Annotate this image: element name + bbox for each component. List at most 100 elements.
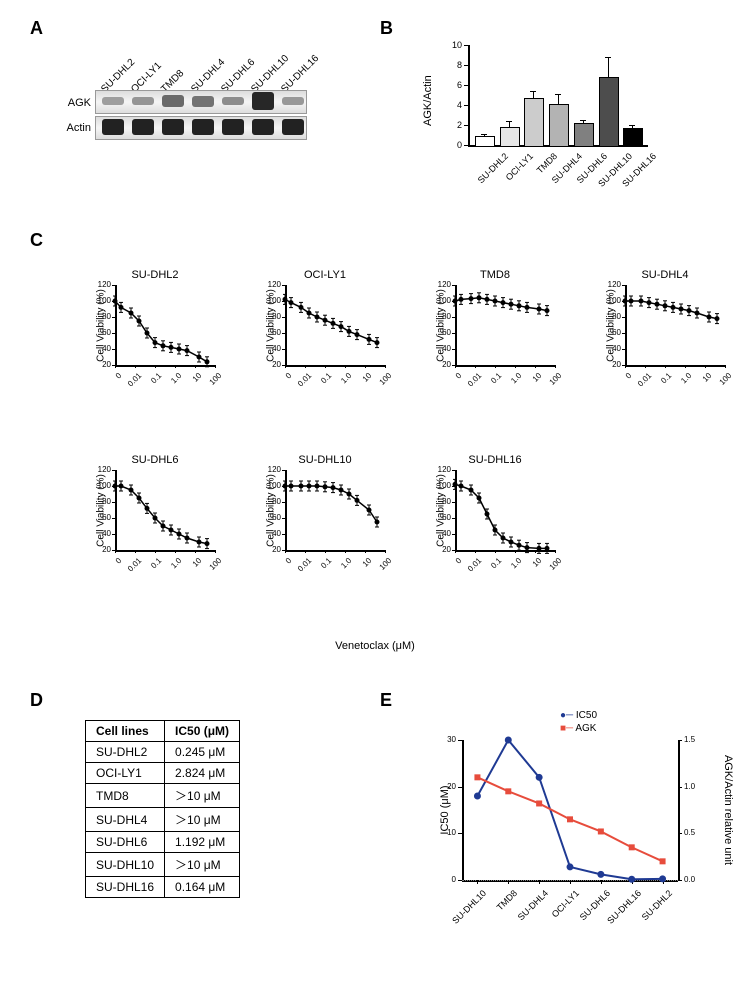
- actin-band: [102, 119, 124, 135]
- xtick: 0.1: [480, 371, 503, 394]
- panel-label-d: D: [30, 690, 43, 711]
- xtick: 100: [200, 371, 223, 394]
- blot-row-actin: Actin: [57, 122, 91, 134]
- table-row: SU-DHL10＞10 μM: [86, 853, 240, 877]
- figure: A SU-DHL2OCI-LY1TMD8SU-DHL4SU-DHL6SU-DHL…: [0, 0, 748, 992]
- y2-title: AGK/Actin relative unit: [722, 750, 734, 870]
- mini-y-title: Cell Viability (%): [606, 286, 617, 366]
- bar: [549, 104, 569, 147]
- table-cell: SU-DHL4: [86, 808, 165, 832]
- xtick: 10: [180, 371, 203, 394]
- table-cell: TMD8: [86, 784, 165, 808]
- curve-svg: [455, 470, 555, 550]
- xtick: 10: [350, 371, 373, 394]
- agk-band: [252, 92, 274, 109]
- table-cell: ＞10 μM: [165, 853, 240, 877]
- agk-band: [102, 97, 124, 105]
- curve-svg: [455, 285, 555, 365]
- table-header-ic50: IC50 (μM): [165, 721, 240, 742]
- dose-response-chart: SU-DHL42040608010012000.010.11.010100Cel…: [595, 285, 735, 395]
- xtick: 10: [350, 556, 373, 579]
- xtick: 0: [270, 556, 293, 579]
- curve-svg: [285, 470, 385, 550]
- xtick: 0.01: [290, 556, 313, 579]
- xtick: 0.1: [650, 371, 673, 394]
- mini-y-title: Cell Viability (%): [436, 471, 447, 551]
- curve-svg: [285, 285, 385, 365]
- xtick: 100: [540, 556, 563, 579]
- table-row: SU-DHL61.192 μM: [86, 832, 240, 853]
- xtick: 100: [370, 371, 393, 394]
- xtick: 1.0: [160, 371, 183, 394]
- bar-ytick: 6: [446, 80, 462, 90]
- xtick: 100: [200, 556, 223, 579]
- bar-ytick: 10: [446, 40, 462, 50]
- blot-row-agk: AGK: [57, 97, 91, 109]
- bar-ytick: 4: [446, 100, 462, 110]
- dose-response-chart: SU-DHL102040608010012000.010.11.010100Ce…: [255, 470, 395, 580]
- table-cell: SU-DHL6: [86, 832, 165, 853]
- bar-chart-agk-actin: AGK/Actin 0246810SU-DHL2OCI-LY1TMD8SU-DH…: [440, 40, 660, 200]
- table-cell: 0.245 μM: [165, 742, 240, 763]
- actin-band: [192, 119, 214, 135]
- agk-band: [282, 97, 304, 105]
- table-cell: SU-DHL2: [86, 742, 165, 763]
- table-header-cell-lines: Cell lines: [86, 721, 165, 742]
- mini-y-title: Cell Viability (%): [266, 286, 277, 366]
- mini-y-title: Cell Viability (%): [436, 286, 447, 366]
- xtick: 10: [520, 371, 543, 394]
- agk-band: [132, 97, 154, 105]
- table-cell: SU-DHL10: [86, 853, 165, 877]
- xtick: 0: [100, 556, 123, 579]
- xtick: 0: [440, 556, 463, 579]
- dose-response-chart: SU-DHL22040608010012000.010.11.010100Cel…: [85, 285, 225, 395]
- xtick: 0: [610, 371, 633, 394]
- xtick: 0: [440, 371, 463, 394]
- xtick: 0.01: [460, 556, 483, 579]
- xtick: 1.0: [500, 371, 523, 394]
- xtick: 10: [520, 556, 543, 579]
- dose-response-chart: SU-DHL162040608010012000.010.11.010100Ce…: [425, 470, 565, 580]
- panel-label-a: A: [30, 18, 43, 39]
- bar-ytick: 0: [446, 140, 462, 150]
- dual-axis-chart: ●─ IC50■─ AGK01020300.00.51.01.5IC50 (μM…: [420, 710, 720, 940]
- table-row: SU-DHL20.245 μM: [86, 742, 240, 763]
- curve-svg: [625, 285, 725, 365]
- xtick: 0.1: [140, 556, 163, 579]
- agk-band: [222, 97, 244, 106]
- actin-band: [252, 119, 274, 135]
- table-cell: SU-DHL16: [86, 877, 165, 898]
- bar-y-title: AGK/Actin: [422, 66, 434, 126]
- xtick: 1.0: [330, 556, 353, 579]
- bar: [500, 127, 520, 147]
- actin-band: [162, 119, 184, 135]
- actin-band: [282, 119, 304, 135]
- venetoclax-x-title: Venetoclax (μM): [250, 640, 500, 652]
- xtick: 0: [100, 371, 123, 394]
- actin-band: [222, 119, 244, 135]
- western-blot: SU-DHL2OCI-LY1TMD8SU-DHL4SU-DHL6SU-DHL10…: [95, 40, 325, 155]
- mini-y-title: Cell Viability (%): [96, 471, 107, 551]
- dose-response-chart: OCI-LY12040608010012000.010.11.010100Cel…: [255, 285, 395, 395]
- table-cell: ＞10 μM: [165, 784, 240, 808]
- curve-svg: [115, 470, 215, 550]
- xtick: 0.1: [310, 371, 333, 394]
- dose-response-chart: TMD82040608010012000.010.11.010100Cell V…: [425, 285, 565, 395]
- xtick: 10: [180, 556, 203, 579]
- mini-y-title: Cell Viability (%): [96, 286, 107, 366]
- bar-ytick: 8: [446, 60, 462, 70]
- bar: [623, 128, 643, 147]
- bar-ytick: 2: [446, 120, 462, 130]
- xtick: 0.01: [120, 371, 143, 394]
- xtick: 1.0: [670, 371, 693, 394]
- xtick: 0.01: [290, 371, 313, 394]
- bar: [524, 98, 544, 147]
- xtick: 0.1: [480, 556, 503, 579]
- xtick: 100: [710, 371, 733, 394]
- xtick: 1.0: [330, 371, 353, 394]
- ic50-table: Cell lines IC50 (μM) SU-DHL20.245 μMOCI-…: [85, 720, 240, 898]
- panel-label-b: B: [380, 18, 393, 39]
- table-row: SU-DHL160.164 μM: [86, 877, 240, 898]
- agk-band: [192, 96, 214, 107]
- table-cell: 1.192 μM: [165, 832, 240, 853]
